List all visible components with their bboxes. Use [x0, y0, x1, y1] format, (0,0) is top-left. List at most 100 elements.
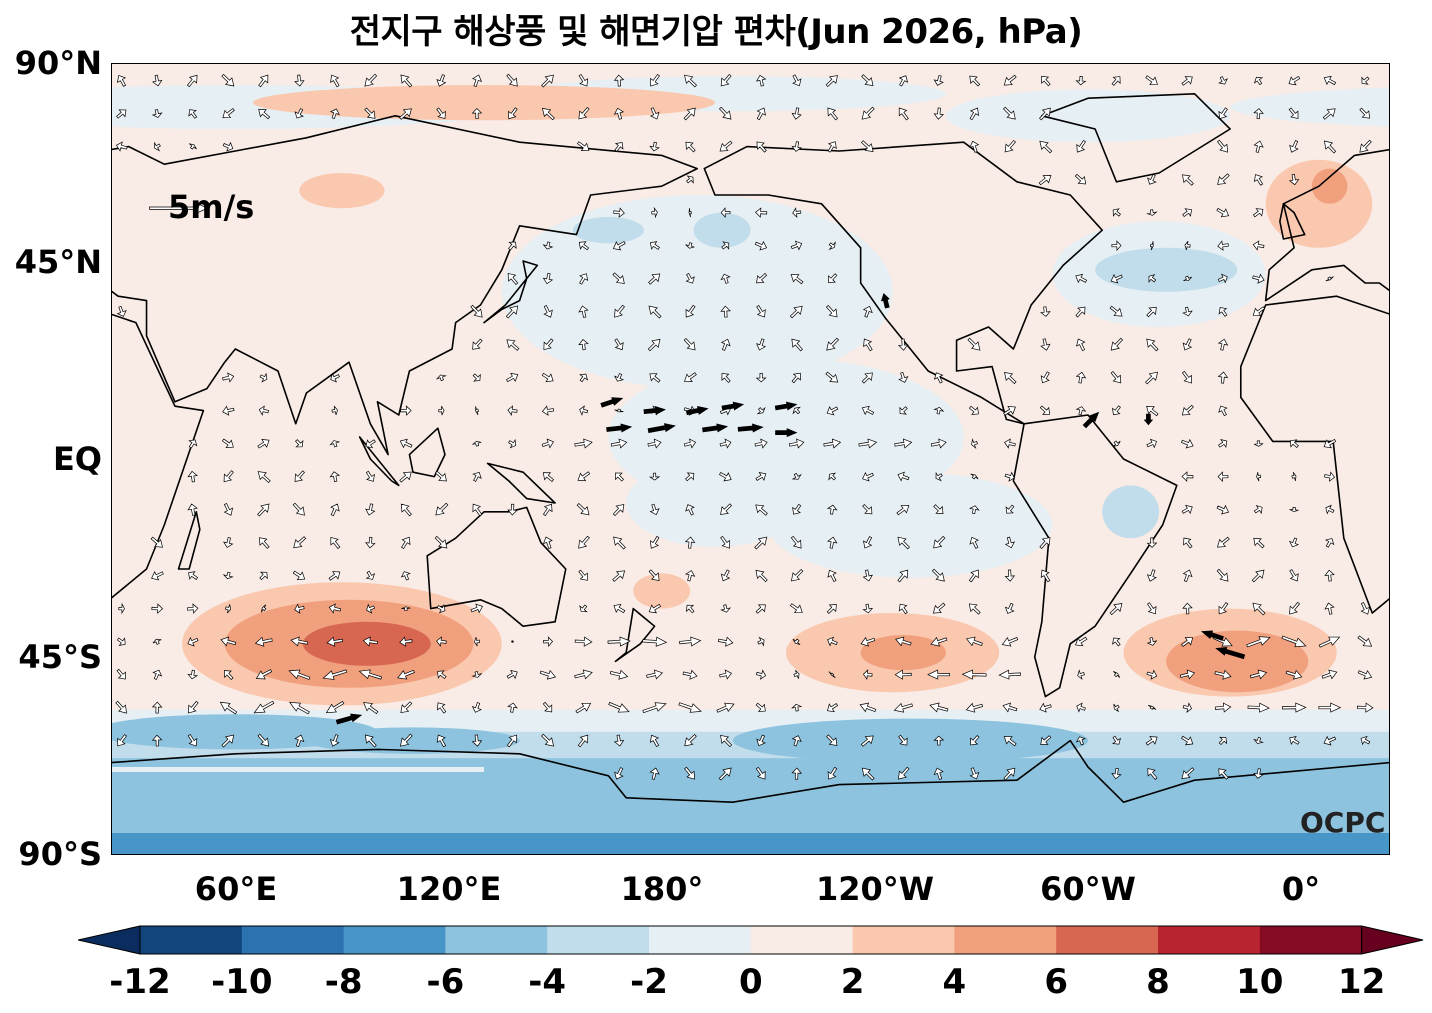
wind-vector [969, 536, 979, 549]
wind-vector [646, 669, 663, 680]
wind-vector [400, 74, 413, 88]
wind-vector [1183, 537, 1193, 549]
wind-vector [260, 604, 267, 613]
wind-vector [685, 406, 709, 416]
wind-vector [1217, 338, 1229, 351]
wind-vector [400, 503, 412, 517]
wind-vector [932, 602, 946, 614]
wind-vector [791, 767, 802, 780]
wind-vector [1040, 306, 1051, 317]
wind-vector [927, 669, 950, 680]
wind-vector [614, 142, 624, 152]
wind-vector [1288, 107, 1299, 119]
wind-vector [1252, 208, 1264, 218]
wind-vector [578, 339, 589, 351]
wind-vector [933, 107, 945, 120]
wind-vector [506, 734, 517, 748]
wind-vector [1146, 602, 1157, 615]
coastline-madagascar [177, 510, 201, 570]
wind-vector [511, 640, 514, 643]
wind-vector [1111, 735, 1121, 745]
wind-vector [1253, 76, 1264, 86]
wind-vectors [115, 73, 1374, 781]
wind-vector [366, 603, 376, 614]
wind-vector [1004, 569, 1016, 582]
wind-vector [365, 470, 375, 482]
wind-vector [651, 206, 658, 219]
wind-vector [1214, 669, 1232, 680]
wind-vector [792, 406, 801, 415]
wind-vector [756, 305, 766, 318]
wind-vector [472, 503, 483, 517]
wind-vector [576, 502, 590, 516]
wind-vector [541, 405, 555, 416]
wind-vector [363, 702, 379, 715]
wind-vector [1289, 140, 1299, 153]
colorbar-segment [852, 926, 955, 954]
wind-vector [1324, 471, 1336, 482]
wind-vector [827, 766, 838, 780]
colorbar-tick-label: -2 [630, 962, 668, 1002]
wind-vector [862, 471, 874, 482]
wind-vector [543, 338, 554, 350]
wind-vector [575, 702, 592, 714]
wind-vector [613, 373, 625, 382]
wind-vector [222, 372, 235, 383]
wind-vector [471, 702, 482, 713]
wind-vector [541, 74, 554, 88]
wind-vector [685, 141, 696, 153]
wind-vector [151, 701, 163, 714]
wind-vector [600, 397, 624, 408]
wind-vector [1039, 702, 1052, 713]
wind-vector [719, 472, 732, 482]
pressure-anomaly-contour [299, 173, 385, 209]
wind-vector [774, 401, 798, 411]
wind-vector [330, 372, 340, 383]
wind-vector [365, 439, 376, 449]
coastline-newzealand [614, 607, 656, 663]
wind-vector [1252, 306, 1266, 316]
coastline-southamerica [1012, 414, 1178, 698]
wind-vector [1322, 108, 1336, 120]
wind-vector [682, 669, 698, 680]
wind-vector [1360, 602, 1370, 615]
wind-vector [578, 535, 590, 549]
wind-vector [1005, 504, 1015, 514]
wind-vector [1289, 569, 1299, 582]
antarctic-band [111, 833, 1390, 855]
wind-vector [826, 504, 838, 515]
wind-vector [399, 438, 413, 449]
wind-vector [364, 107, 376, 119]
wind-vector [436, 702, 447, 714]
colorbar-segment [1158, 926, 1261, 954]
wind-vector [897, 536, 910, 550]
wind-vector [684, 372, 697, 383]
wind-vector [1003, 736, 1017, 747]
wind-vector [1289, 507, 1299, 513]
wind-vector [507, 273, 519, 286]
wind-vector [1112, 440, 1121, 447]
wind-vector [612, 241, 626, 251]
wind-vector [933, 407, 945, 415]
wind-vector [1113, 703, 1120, 712]
wind-vector [685, 570, 696, 582]
wind-vector [826, 734, 838, 746]
wind-vector [1281, 635, 1307, 648]
wind-vector [1181, 76, 1193, 86]
wind-vector [1112, 637, 1121, 647]
wind-vector [1109, 603, 1123, 616]
wind-vector [613, 74, 625, 87]
wind-vector [472, 373, 481, 382]
wind-vector [1181, 471, 1194, 482]
wind-vector [1003, 406, 1016, 416]
wind-vector [1147, 768, 1158, 780]
wind-vector [792, 638, 801, 645]
wind-vector [1291, 471, 1297, 481]
wind-vector [579, 604, 588, 613]
wind-vector [1216, 504, 1230, 515]
wind-vector [859, 702, 877, 713]
wind-vector [720, 735, 733, 748]
wind-vector [1252, 273, 1265, 284]
wind-vector [862, 603, 874, 614]
wind-vector [295, 439, 304, 448]
